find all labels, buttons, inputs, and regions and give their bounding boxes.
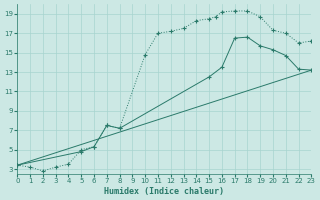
X-axis label: Humidex (Indice chaleur): Humidex (Indice chaleur) [104, 187, 224, 196]
